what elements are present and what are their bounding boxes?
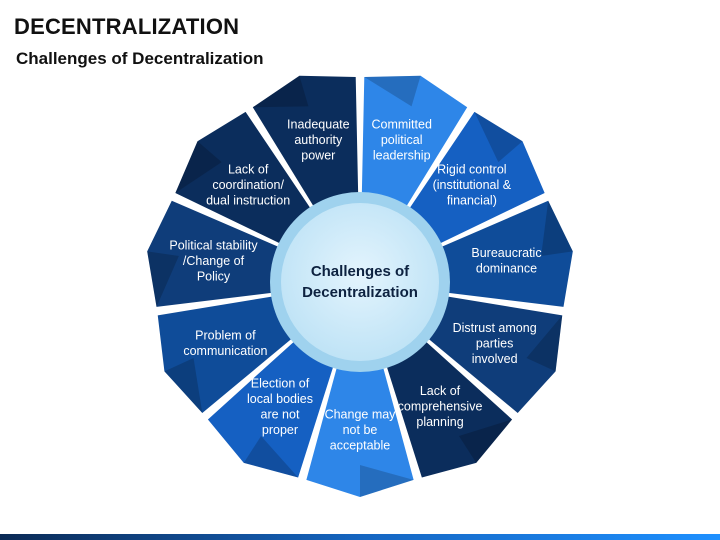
segment-fold-facet xyxy=(243,435,299,478)
segment-label-line: (institutional & xyxy=(433,178,512,192)
segment-label-line: Inadequate xyxy=(287,117,350,131)
segment-label-line: involved xyxy=(472,352,518,366)
challenge-segment xyxy=(157,295,296,413)
segment-label-line: local bodies xyxy=(247,392,313,406)
challenge-segment xyxy=(385,338,513,478)
segment-label-line: planning xyxy=(416,415,463,429)
challenge-segment xyxy=(147,200,283,307)
segment-fold-facet xyxy=(360,465,414,497)
segment-fold-facet xyxy=(541,200,573,256)
segment-label-line: Problem of xyxy=(195,329,256,343)
segment-label-line: dual instruction xyxy=(206,194,290,208)
challenge-segment xyxy=(437,200,573,307)
segment-shape xyxy=(252,75,359,211)
segment-shape xyxy=(424,295,563,413)
segment-label-line: political xyxy=(381,133,423,147)
segment-fold-facet xyxy=(364,75,421,107)
segment-label-line: Political stability xyxy=(169,238,258,252)
segment-label-line: Committed xyxy=(371,117,431,131)
segment-label-line: Lack of xyxy=(420,384,461,398)
segment-fold-facet xyxy=(147,251,179,307)
segment-label-line: leadership xyxy=(373,148,431,162)
segment-shape xyxy=(207,338,335,478)
segment-label-line: financial) xyxy=(447,194,497,208)
segment-shape xyxy=(157,295,296,413)
segment-shape xyxy=(147,200,283,307)
segment-label-line: /Change of xyxy=(183,254,245,268)
segment-label-line: power xyxy=(301,148,335,162)
challenge-segment xyxy=(424,295,563,413)
challenge-segment xyxy=(175,111,314,246)
segment-label-line: communication xyxy=(183,344,267,358)
challenge-segment xyxy=(406,111,545,246)
segment-label-line: not be xyxy=(343,423,378,437)
center-label-line-1: Challenges of xyxy=(311,263,410,280)
segment-shape xyxy=(306,363,414,497)
segment-label-line: are not xyxy=(261,407,300,421)
center-label-line-2: Decentralization xyxy=(302,284,418,301)
page-subtitle: Challenges of Decentralization xyxy=(16,49,264,68)
segment-shape xyxy=(437,200,573,307)
challenge-segment xyxy=(252,75,359,211)
segment-fold-facet xyxy=(252,75,309,108)
segment-fold-facet xyxy=(526,315,563,372)
segment-shape xyxy=(406,111,545,246)
segment-label-line: authority xyxy=(294,133,343,147)
segment-label-line: acceptable xyxy=(330,439,391,453)
segment-label-line: Rigid control xyxy=(437,163,506,177)
segment-label-line: parties xyxy=(476,336,514,350)
segment-fold-facet xyxy=(164,358,203,413)
segment-label-line: Policy xyxy=(197,269,231,283)
challenge-segment xyxy=(306,363,414,497)
segment-label-line: Bureaucratic xyxy=(471,246,541,260)
segment-shape xyxy=(385,338,513,478)
segment-label-line: Election of xyxy=(251,376,310,390)
segment-label-line: dominance xyxy=(476,262,537,276)
segment-shape xyxy=(175,111,314,246)
segment-shape xyxy=(361,75,468,211)
segment-fold-facet xyxy=(175,141,222,193)
center-circle xyxy=(281,203,439,361)
bottom-accent-bar xyxy=(0,534,720,540)
segment-label-line: Lack of xyxy=(228,163,269,177)
segment-label-line: Distrust among xyxy=(453,321,537,335)
challenge-segment xyxy=(361,75,468,211)
segment-label-line: coordination/ xyxy=(212,178,284,192)
segment-label-line: comprehensive xyxy=(398,400,483,414)
challenge-segment xyxy=(207,338,335,478)
segment-fold-facet xyxy=(474,111,523,163)
segment-label-line: Change may xyxy=(325,408,397,422)
page-title: DECENTRALIZATION xyxy=(14,14,240,39)
segment-fold-facet xyxy=(458,419,513,463)
segment-label-line: proper xyxy=(262,423,298,437)
